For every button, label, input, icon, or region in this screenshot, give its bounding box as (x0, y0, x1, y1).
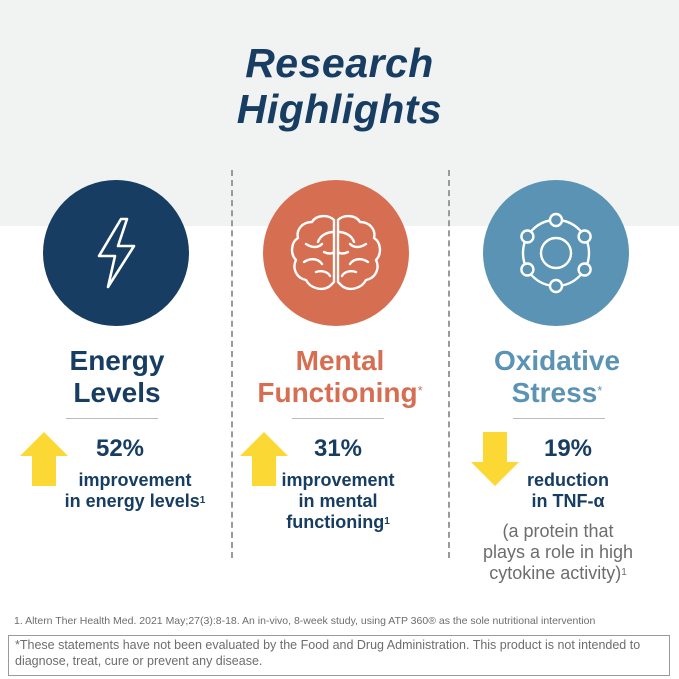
heading-line-1: Oxidative (493, 345, 621, 376)
study-footnote: 1. Altern Ther Health Med. 2021 May;27(3… (14, 615, 596, 627)
mental-percent: 31% (313, 435, 363, 462)
column-divider-1 (231, 170, 233, 558)
arrow-up-icon (20, 432, 68, 486)
desc-line-2: in mental (298, 491, 378, 511)
brain-icon (290, 214, 382, 291)
mental-rule (292, 418, 384, 419)
energy-description: improvement in energy levels1 (40, 470, 230, 512)
page-title: Research Highlights (0, 40, 679, 132)
energy-circle (43, 180, 189, 326)
oxidative-heading: Oxidative Stress* (472, 345, 642, 409)
fda-disclaimer: *These statements have not been evaluate… (8, 635, 670, 676)
energy-heading: Energy Levels (33, 345, 201, 409)
column-divider-2 (448, 170, 450, 558)
arrow-down-icon (471, 432, 519, 486)
oxidative-note: (a protein that plays a role in high cyt… (458, 521, 658, 584)
desc-line-2: in TNF-α (531, 491, 605, 511)
oxidative-percent: 19% (543, 435, 593, 462)
note-line-2: plays a role in high (482, 542, 634, 562)
lightning-bolt-icon (97, 217, 136, 289)
title-line-1: Research (245, 40, 434, 86)
molecule-icon (520, 212, 592, 294)
mental-circle (263, 180, 409, 326)
heading-line-2: Levels (73, 377, 161, 408)
heading-line-1: Mental (295, 345, 385, 376)
heading-line-2: Functioning (257, 377, 418, 408)
heading-line-2: Stress (511, 377, 598, 408)
desc-line-1: reduction (526, 470, 609, 490)
desc-line-2: in energy levels (64, 491, 200, 511)
ref-mark: 1 (621, 567, 627, 578)
note-line-1: (a protein that (502, 521, 614, 541)
energy-rule (66, 418, 158, 419)
note-line-3: cytokine activity) (489, 563, 622, 583)
asterisk-mark: * (597, 383, 603, 398)
mental-description: improvement in mental functioning1 (268, 470, 408, 533)
asterisk-mark: * (417, 383, 423, 398)
ref-mark: 1 (384, 516, 390, 527)
oxidative-circle (483, 180, 629, 326)
heading-line-1: Energy (69, 345, 165, 376)
desc-line-3: functioning (286, 512, 385, 532)
oxidative-description: reduction in TNF-α (508, 470, 628, 512)
mental-heading: Mental Functioning* (240, 345, 440, 409)
desc-line-1: improvement (281, 470, 395, 490)
desc-line-1: improvement (78, 470, 192, 490)
arrow-up-icon (240, 432, 288, 486)
oxidative-rule (513, 418, 605, 419)
title-line-2: Highlights (236, 86, 443, 132)
ref-mark: 1 (199, 495, 206, 506)
energy-percent: 52% (95, 435, 145, 462)
